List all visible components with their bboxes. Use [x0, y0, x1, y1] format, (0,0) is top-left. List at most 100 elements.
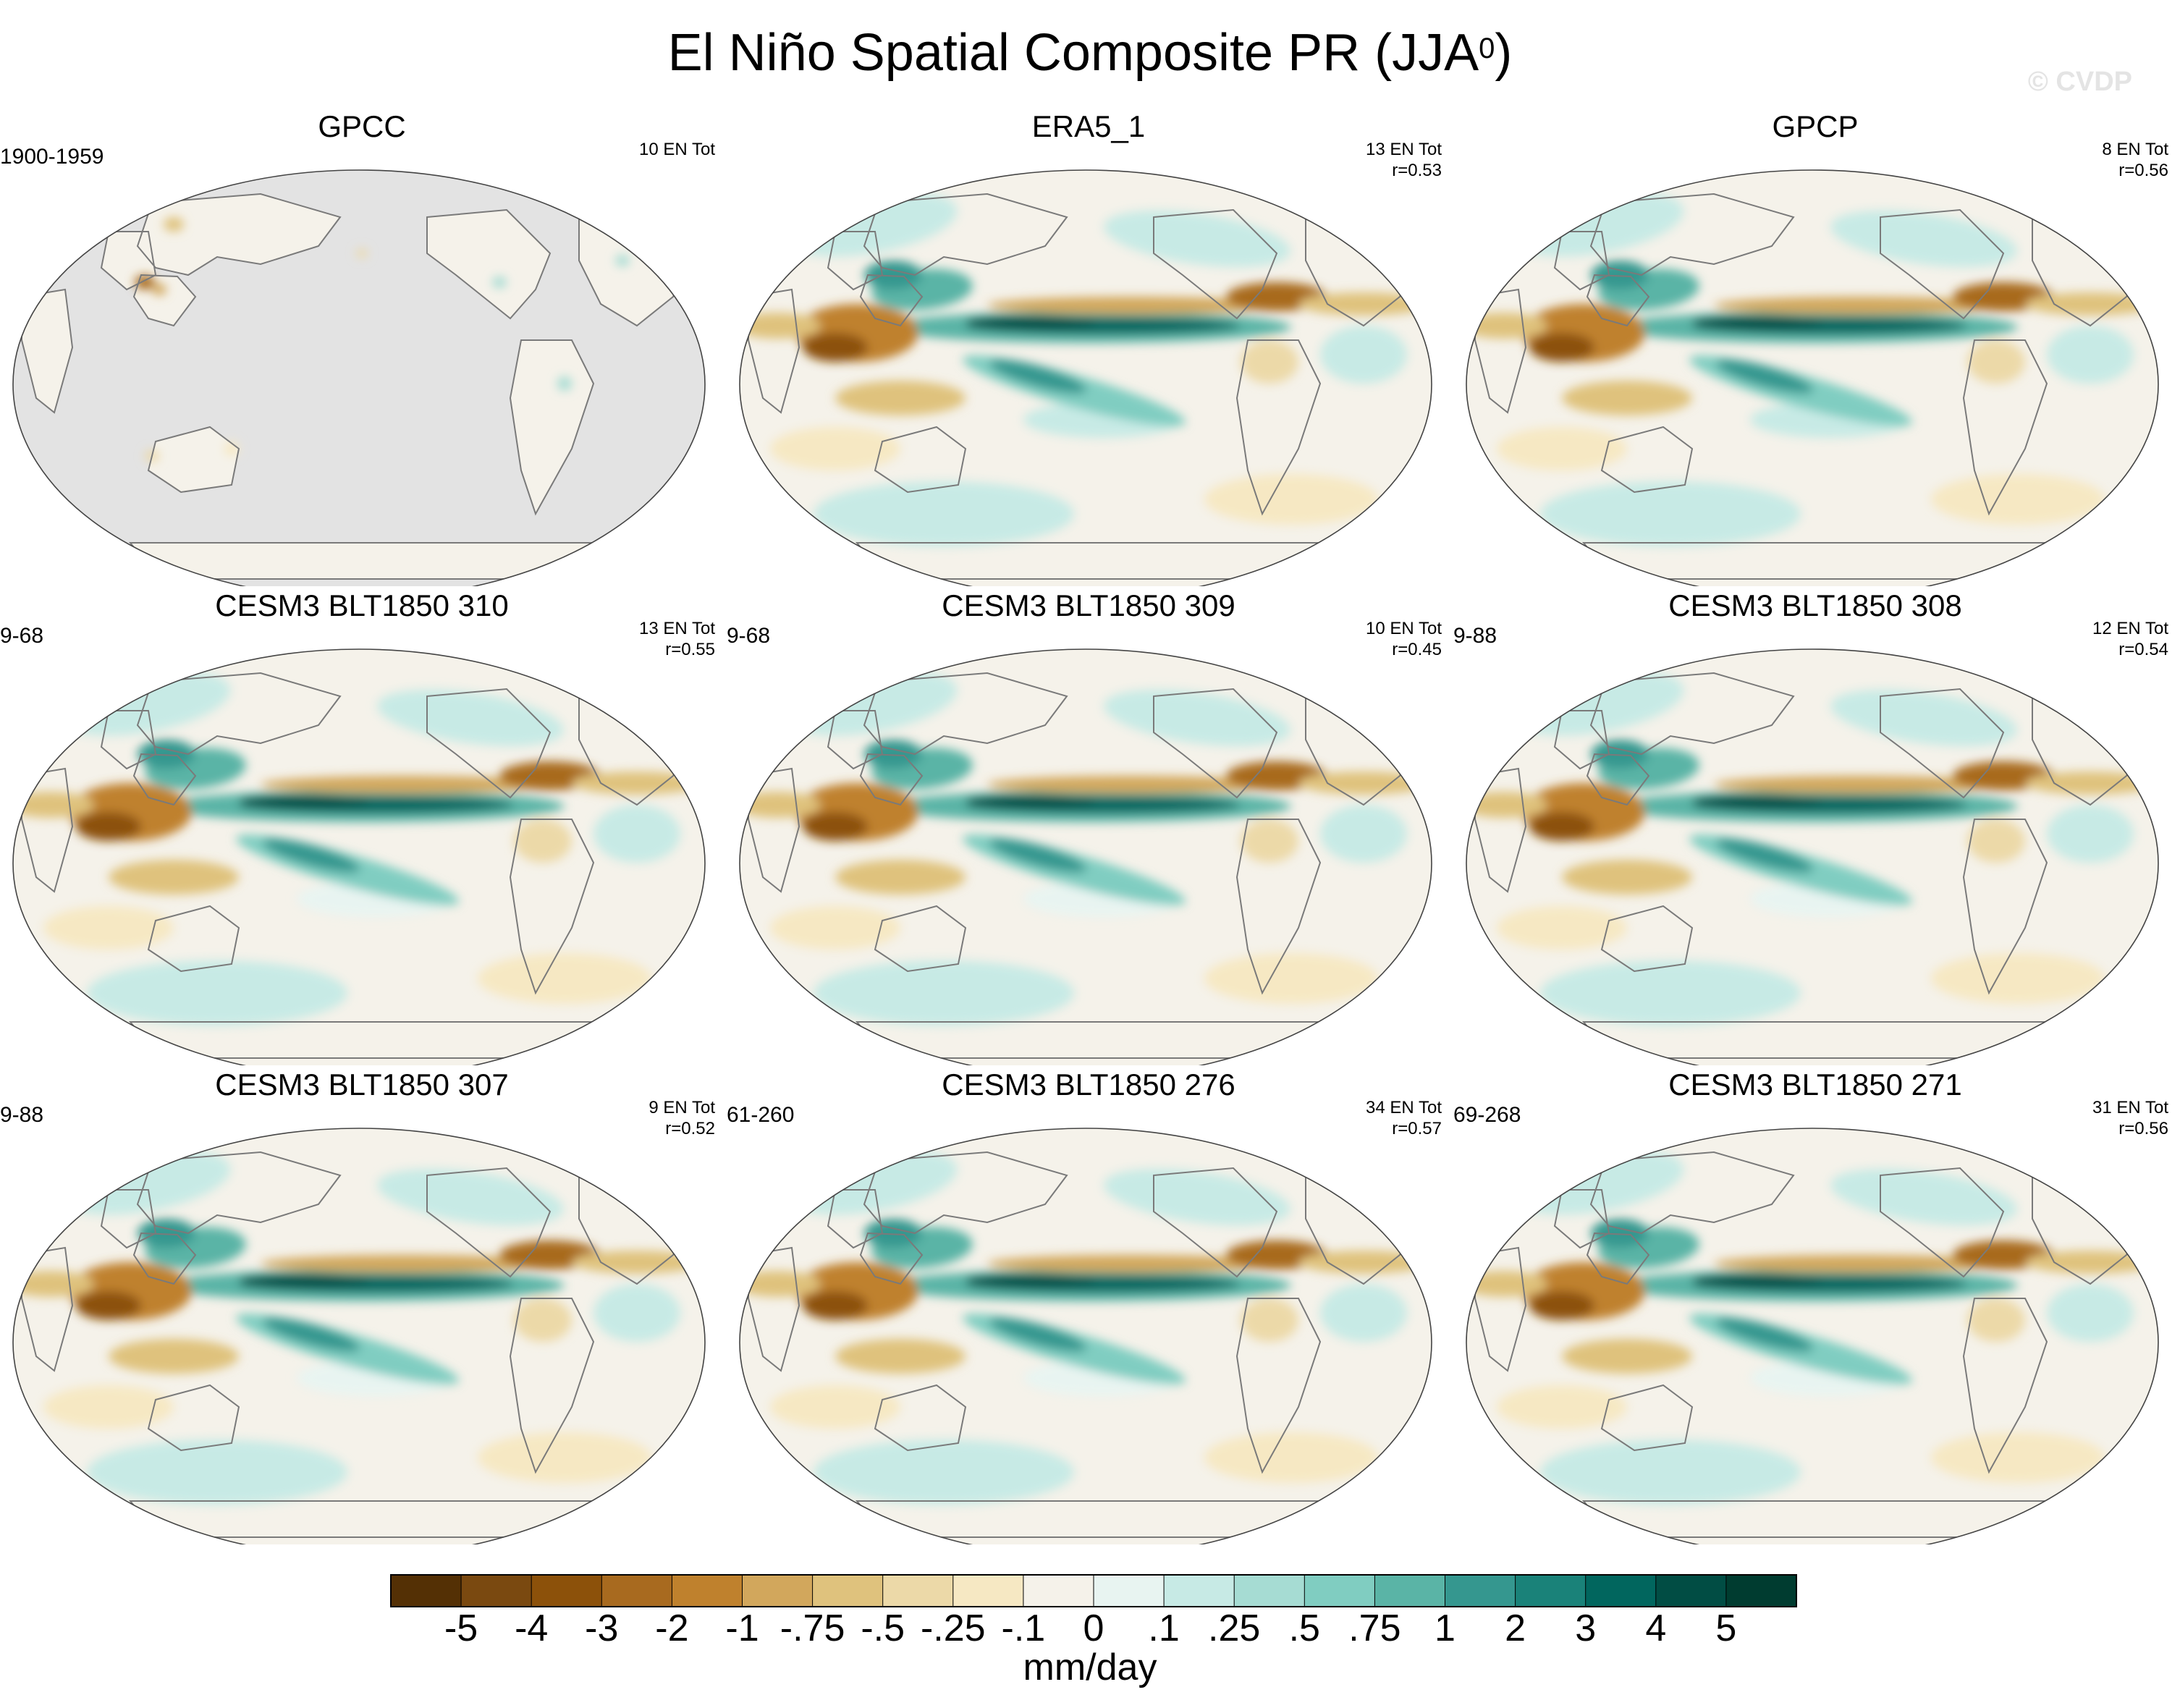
panel-event-count: 13 EN Tot: [1366, 140, 1442, 159]
coastline: [863, 1151, 1068, 1235]
panel-correlation: r=0.55: [665, 640, 715, 659]
wet-anomaly: [239, 1274, 369, 1287]
dry-anomaly: [770, 427, 900, 470]
dry-anomaly: [43, 906, 174, 950]
dry-anomaly: [1204, 1432, 1378, 1483]
wet-anomaly: [377, 1168, 564, 1226]
panel-cesm3-blt1850-271: CESM3 BLT1850 271 69-268 31 EN Tot r=0.56: [1453, 1067, 2177, 1544]
dry-anomaly: [835, 1339, 966, 1374]
colorbar-swatch: [461, 1575, 532, 1607]
coastline: [859, 1232, 924, 1285]
panel-event-count: 10 EN Tot: [1366, 619, 1442, 638]
colorbar-swatch: [1445, 1575, 1516, 1607]
panel-cesm3-blt1850-310: CESM3 BLT1850 310 9-68 13 EN Tot r=0.55: [0, 588, 724, 1065]
figure-title-text: El Niño Spatial Composite PR (JJA: [667, 24, 1479, 82]
panel-stats: 10 EN Tot r=0.45: [1366, 618, 1442, 660]
coastline: [1474, 767, 1527, 893]
colorbar-unit: mm/day: [1023, 1646, 1157, 1688]
wet-anomaly: [1715, 1317, 1814, 1352]
dry-anomaly: [1529, 812, 1594, 841]
dry-anomaly: [1497, 1385, 1627, 1429]
panel-period: 1900-1959: [0, 145, 104, 169]
coastline: [21, 1246, 74, 1372]
coastline: [426, 208, 552, 320]
dry-anomaly: [1529, 333, 1594, 362]
dry-anomaly: [1967, 819, 2025, 863]
dry-anomaly: [2025, 292, 2155, 316]
colorbar-swatch: [1725, 1575, 1797, 1607]
coastline: [1235, 1298, 1322, 1474]
map-field: [1466, 649, 2158, 1065]
colorbar-tick-label: .75: [1348, 1607, 1401, 1649]
panel-cesm3-blt1850-308: CESM3 BLT1850 308 9-88 12 EN Tot r=0.54: [1453, 588, 2177, 1065]
coastline: [827, 710, 884, 770]
colorbar-swatch: [742, 1575, 814, 1607]
wet-anomaly: [814, 960, 1074, 1026]
panel-stats: 12 EN Tot r=0.54: [2092, 618, 2168, 660]
panel-era5-1: ERA5_1 13 EN Tot r=0.53: [727, 109, 1450, 586]
map-border: [1466, 169, 2159, 586]
wet-anomaly: [557, 376, 572, 391]
dry-anomaly: [803, 812, 868, 841]
panel-gpcp: GPCP 8 EN Tot r=0.56: [1453, 109, 2177, 586]
colorbar-tick-label: 0: [1083, 1607, 1104, 1649]
colorbar-tick-label: -3: [585, 1607, 619, 1649]
coastline: [827, 231, 884, 291]
wet-anomaly: [1540, 481, 1801, 546]
land-area: [130, 543, 593, 579]
panel-cesm3-blt1850-307: CESM3 BLT1850 307 9-88 9 EN Tot r=0.52: [0, 1067, 724, 1544]
dry-anomaly: [1241, 1298, 1298, 1342]
colorbar-tick-label: -1: [725, 1607, 759, 1649]
colorbar-tick-label: -2: [655, 1607, 689, 1649]
coastline: [1553, 1189, 1610, 1249]
dry-anomaly: [261, 776, 550, 793]
panel-stats: 9 EN Tot r=0.52: [648, 1097, 715, 1139]
coastline: [509, 1298, 595, 1474]
dry-anomaly: [1931, 953, 2105, 1004]
coastline: [874, 426, 967, 494]
coastline: [1589, 1151, 1795, 1235]
colorbar-swatch: [952, 1575, 1024, 1607]
dry-anomaly: [478, 953, 651, 1004]
map-field: [740, 170, 1432, 586]
colorbar-tick-label: .5: [1288, 1607, 1320, 1649]
map-border: [12, 648, 706, 1065]
coastline: [863, 672, 1068, 756]
colorbar-swatch: [812, 1575, 884, 1607]
dry-anomaly: [261, 1255, 550, 1272]
dry-anomaly: [1204, 474, 1378, 525]
colorbar-tick-label: 2: [1505, 1607, 1526, 1649]
wet-anomaly: [593, 805, 680, 863]
colorbar-swatch: [1515, 1575, 1587, 1607]
dry-anomaly: [1714, 297, 2003, 314]
wet-anomaly: [2047, 1284, 2134, 1342]
colorbar-tick-label: .25: [1208, 1607, 1261, 1649]
coastline: [748, 1246, 800, 1372]
anomaly-features: [13, 671, 702, 1026]
panel-correlation: r=0.53: [1392, 161, 1442, 180]
map-field: [13, 170, 705, 586]
coastline: [748, 288, 800, 414]
wet-anomaly: [1540, 960, 1801, 1026]
panel-stats: 13 EN Tot r=0.53: [1366, 139, 1442, 181]
wet-anomaly: [1320, 326, 1407, 384]
colorbar-swatch: [672, 1575, 743, 1607]
wet-anomaly: [966, 795, 1096, 808]
colorbar-swatch: [1094, 1575, 1165, 1607]
panel-correlation: r=0.56: [2118, 1119, 2168, 1138]
dry-anomaly: [835, 860, 966, 895]
coastline: [21, 767, 74, 893]
panel-correlation: r=0.54: [2118, 640, 2168, 659]
dry-anomaly: [109, 1339, 239, 1374]
panel-event-count: 8 EN Tot: [2102, 140, 2168, 159]
wet-anomaly: [1320, 805, 1407, 863]
wet-anomaly: [377, 689, 564, 747]
wet-anomaly: [1591, 1219, 1649, 1248]
dry-anomaly: [1529, 1291, 1594, 1320]
coastline: [100, 710, 157, 770]
coastline: [1235, 339, 1322, 516]
dry-anomaly: [987, 1255, 1277, 1272]
dry-anomaly: [109, 860, 239, 895]
colorbar-tick-label: 1: [1435, 1607, 1456, 1649]
